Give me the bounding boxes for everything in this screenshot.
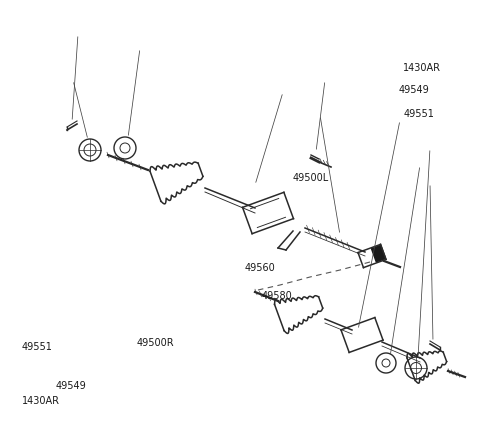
Text: 49500R: 49500R xyxy=(137,338,174,348)
Text: 1430AR: 1430AR xyxy=(403,63,441,73)
Text: 49560: 49560 xyxy=(245,263,276,273)
Text: 1430AR: 1430AR xyxy=(22,396,60,406)
Text: 49500L: 49500L xyxy=(293,173,329,183)
Text: 49549: 49549 xyxy=(398,85,429,95)
Text: 49549: 49549 xyxy=(55,381,86,391)
Text: 49551: 49551 xyxy=(22,342,52,353)
Text: 49580: 49580 xyxy=(262,291,292,301)
Polygon shape xyxy=(372,245,385,262)
Text: 49551: 49551 xyxy=(403,109,434,119)
